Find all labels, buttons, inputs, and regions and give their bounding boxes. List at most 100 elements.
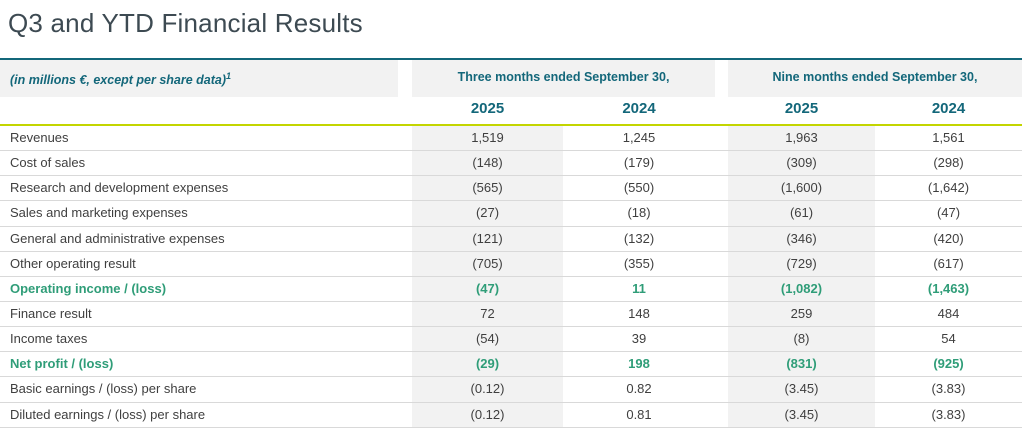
row-value-9m-2025: (1,600) [728, 176, 875, 201]
header-gap [715, 60, 728, 98]
row-value-9m-2025: 259 [728, 301, 875, 327]
row-value-3m-2024: (550) [623, 180, 655, 196]
column-group-three-months-label: Three months ended September 30, [457, 70, 670, 84]
table-row-revenues: Revenues 1,519 1,245 1,963 1,561 [0, 126, 1022, 152]
row-gap [715, 377, 728, 401]
row-value-3m-2025: (705) [412, 251, 563, 276]
row-value-9m-2024: (298) [933, 155, 964, 171]
row-value-9m-2025: (831) [728, 352, 875, 377]
row-value-9m-2024: 54 [941, 331, 956, 347]
column-group-nine-months-label: Nine months ended September 30, [772, 70, 978, 84]
table-row-operating-income-loss: Operating income / (loss) (47) 11 (1,082… [0, 276, 1022, 302]
row-value-9m-2024: (1,642) [927, 180, 970, 196]
row-label: Sales and marketing expenses [10, 205, 188, 221]
row-value-9m-2024: (3.83) [931, 381, 966, 397]
row-value-9m-2024: 484 [937, 305, 960, 321]
row-value-9m-2024: 1,561 [932, 130, 965, 145]
table-row-diluted-eps: Diluted earnings / (loss) per share (0.1… [0, 402, 1022, 428]
row-value-3m-2025: (148) [412, 151, 563, 176]
table-header-groups-row: (in millions €, except per share data)1 … [0, 60, 1022, 98]
table-row-sales-marketing-expenses: Sales and marketing expenses (27) (18) (… [0, 201, 1022, 227]
row-value-9m-2025: (61) [728, 201, 875, 226]
table-row-basic-eps: Basic earnings / (loss) per share (0.12)… [0, 377, 1022, 403]
row-value-3m-2024: 1,245 [622, 130, 656, 145]
row-gap [715, 403, 728, 427]
row-value-3m-2024: 39 [631, 331, 647, 347]
row-gap [715, 227, 728, 251]
table-row-general-admin-expenses: General and administrative expenses (121… [0, 226, 1022, 252]
row-value-3m-2025: (565) [412, 176, 563, 201]
row-label: Diluted earnings / (loss) per share [10, 406, 206, 422]
year-header-3m-2025: 2025 [470, 100, 505, 117]
row-value-9m-2024: (1,463) [927, 280, 970, 296]
row-gap [715, 302, 728, 326]
row-label: Research and development expenses [10, 180, 229, 196]
row-value-3m-2025: (29) [412, 352, 563, 377]
row-value-3m-2024: (179) [623, 155, 655, 171]
units-note-footnote-marker: 1 [226, 71, 232, 81]
row-value-3m-2024: 198 [628, 356, 650, 372]
row-value-3m-2024: 148 [628, 305, 650, 321]
units-note: (in millions €, except per share data)1 [0, 60, 398, 98]
row-gap [715, 277, 728, 301]
row-value-3m-2025: 1,519 [412, 126, 563, 151]
row-value-9m-2024: (925) [933, 356, 964, 372]
table-header-years-row: 2025 2024 2025 2024 [0, 93, 1022, 124]
row-gap [715, 252, 728, 276]
row-gap [715, 352, 728, 376]
row-value-9m-2025: (1,082) [728, 276, 875, 301]
row-label: General and administrative expenses [10, 230, 225, 246]
row-value-3m-2025: (121) [412, 226, 563, 251]
row-gap [715, 151, 728, 175]
row-gap [715, 176, 728, 200]
year-header-9m-2025: 2025 [784, 100, 819, 117]
row-value-9m-2025: (309) [728, 151, 875, 176]
row-label: Basic earnings / (loss) per share [10, 381, 197, 397]
row-value-3m-2024: (355) [623, 255, 655, 271]
column-group-three-months: Three months ended September 30, [412, 60, 715, 98]
year-header-9m-2024: 2024 [931, 100, 966, 117]
row-value-3m-2025: (54) [412, 327, 563, 352]
row-value-9m-2025: (3.45) [728, 402, 875, 427]
table-row-cost-of-sales: Cost of sales (148) (179) (309) (298) [0, 151, 1022, 177]
header-gap [398, 60, 412, 98]
row-value-3m-2024: (132) [623, 230, 655, 246]
row-value-3m-2025: (27) [412, 201, 563, 226]
row-gap [715, 201, 728, 225]
row-label: Revenues [10, 130, 69, 145]
row-label: Other operating result [10, 255, 136, 271]
row-value-9m-2024: (47) [936, 205, 961, 221]
page-title: Q3 and YTD Financial Results [8, 8, 363, 38]
row-value-3m-2025: (0.12) [412, 402, 563, 427]
row-gap [715, 327, 728, 351]
row-value-9m-2025: (346) [728, 226, 875, 251]
table-top-border [0, 58, 1022, 60]
table-row-rnd-expenses: Research and development expenses (565) … [0, 176, 1022, 202]
row-value-9m-2024: (420) [933, 230, 964, 246]
row-label: Income taxes [10, 331, 88, 347]
row-value-3m-2025: (0.12) [412, 377, 563, 402]
row-value-3m-2024: (18) [627, 205, 651, 221]
row-label: Net profit / (loss) [10, 356, 114, 372]
units-note-text: (in millions €, except per share data) [10, 73, 227, 88]
column-group-nine-months: Nine months ended September 30, [728, 60, 1022, 98]
row-value-3m-2025: (47) [412, 276, 563, 301]
row-value-9m-2025: (8) [728, 327, 875, 352]
row-value-9m-2025: 1,963 [728, 126, 875, 151]
row-gap [715, 126, 728, 150]
table-row-other-operating-result: Other operating result (705) (355) (729)… [0, 251, 1022, 277]
table-row-finance-result: Finance result 72 148 259 484 [0, 301, 1022, 328]
header-divider-line [0, 124, 1022, 126]
row-value-9m-2024: (617) [933, 255, 964, 271]
row-label: Finance result [10, 305, 92, 321]
row-value-3m-2025: 72 [412, 301, 563, 327]
row-label: Cost of sales [10, 155, 86, 171]
table-row-net-profit-loss: Net profit / (loss) (29) 198 (831) (925) [0, 352, 1022, 378]
row-value-9m-2025: (729) [728, 251, 875, 276]
row-value-3m-2024: 11 [632, 280, 646, 296]
row-label: Operating income / (loss) [10, 280, 167, 296]
table-row-income-taxes: Income taxes (54) 39 (8) 54 [0, 327, 1022, 353]
row-value-9m-2025: (3.45) [728, 377, 875, 402]
row-value-9m-2024: (3.83) [931, 406, 966, 422]
